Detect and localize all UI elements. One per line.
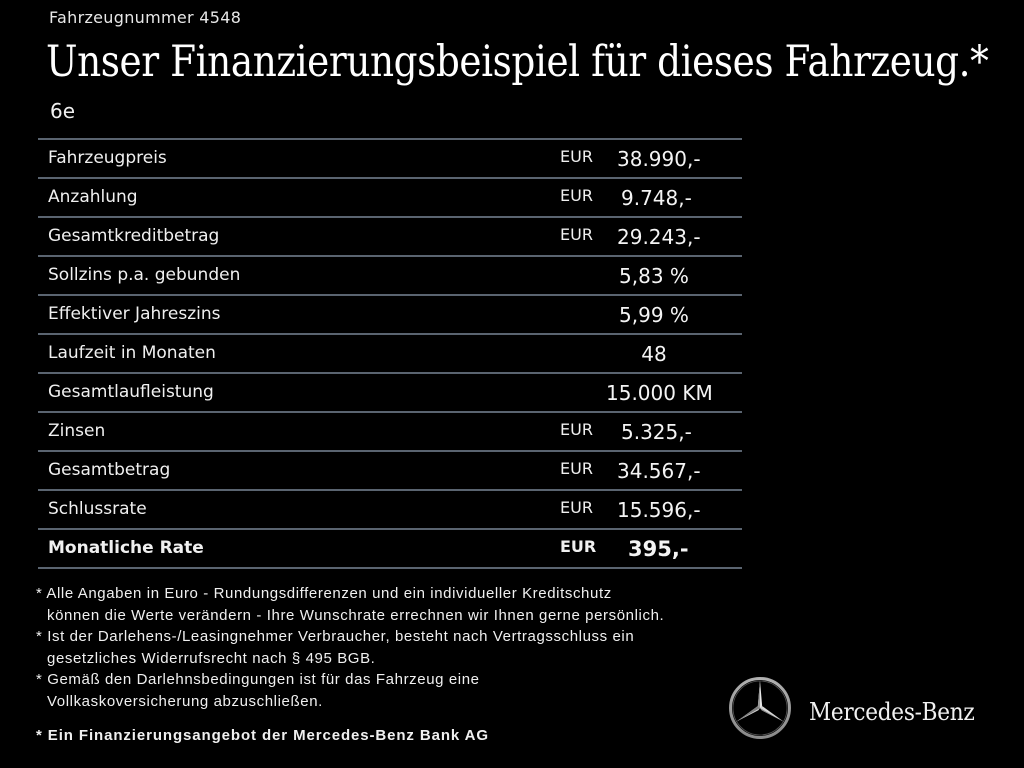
table-row: Laufzeit in Monaten 48 <box>38 333 742 372</box>
footnote-line: können die Werte verändern - Ihre Wunsch… <box>47 606 665 624</box>
table-row: Effektiver Jahreszins 5,99 % <box>38 294 742 333</box>
row-label: Laufzeit in Monaten <box>48 343 216 363</box>
row-value: 5,83 % <box>619 264 689 288</box>
row-label: Sollzins p.a. gebunden <box>48 265 241 285</box>
row-value: 34.567,- <box>617 459 701 483</box>
row-value: 9.748,- <box>621 186 692 210</box>
row-value: 5.325,- <box>621 420 692 444</box>
vehicle-number: Fahrzeugnummer 4548 <box>49 8 242 27</box>
row-label: Effektiver Jahreszins <box>48 304 221 324</box>
table-row: Anzahlung EUR 9.748,- <box>38 177 742 216</box>
footnote-line: * Alle Angaben in Euro - Rundungsdiffere… <box>36 585 612 602</box>
row-currency: EUR <box>560 186 593 205</box>
row-currency: EUR <box>560 225 593 244</box>
row-currency: EUR <box>560 498 593 517</box>
table-row: Gesamtbetrag EUR 34.567,- <box>38 450 742 489</box>
row-label: Schlussrate <box>48 499 147 519</box>
row-label: Zinsen <box>48 421 106 441</box>
footnotes: * Alle Angaben in Euro - Rundungsdiffere… <box>36 583 664 712</box>
mercedes-star-icon <box>729 677 791 739</box>
row-value: 5,99 % <box>619 303 689 327</box>
table-row: Fahrzeugpreis EUR 38.990,- <box>38 138 742 177</box>
model-name: 6e <box>50 99 76 123</box>
row-value: 15.000 KM <box>606 381 713 405</box>
offer-note: * Ein Finanzierungsangebot der Mercedes-… <box>36 727 489 744</box>
brand-name: Mercedes-Benz <box>809 698 975 726</box>
row-value: 395,- <box>628 537 689 561</box>
row-currency: EUR <box>560 147 593 166</box>
table-row: Schlussrate EUR 15.596,- <box>38 489 742 528</box>
footnote-line: Vollkaskoversicherung abzuschließen. <box>47 692 323 710</box>
row-currency: EUR <box>560 420 593 439</box>
row-value: 15.596,- <box>617 498 701 522</box>
row-currency: EUR <box>560 459 593 478</box>
row-label: Anzahlung <box>48 187 138 207</box>
table-row: Sollzins p.a. gebunden 5,83 % <box>38 255 742 294</box>
table-row: Gesamtkreditbetrag EUR 29.243,- <box>38 216 742 255</box>
row-label: Gesamtbetrag <box>48 460 171 480</box>
financing-table: Fahrzeugpreis EUR 38.990,- Anzahlung EUR… <box>38 138 742 569</box>
row-label: Fahrzeugpreis <box>48 148 167 168</box>
row-currency: EUR <box>560 537 597 556</box>
table-row: Gesamtlaufleistung 15.000 KM <box>38 372 742 411</box>
row-label: Gesamtlaufleistung <box>48 382 214 402</box>
row-value: 38.990,- <box>617 147 701 171</box>
footnote-line: * Gemäß den Darlehnsbedingungen ist für … <box>36 671 480 688</box>
table-row: Zinsen EUR 5.325,- <box>38 411 742 450</box>
row-label: Monatliche Rate <box>48 538 204 558</box>
table-row-monthly-rate: Monatliche Rate EUR 395,- <box>38 528 742 569</box>
row-label: Gesamtkreditbetrag <box>48 226 220 246</box>
row-value: 48 <box>641 342 667 366</box>
page-title: Unser Finanzierungsbeispiel für dieses F… <box>46 37 989 87</box>
footnote-line: * Ist der Darlehens-/Leasingnehmer Verbr… <box>36 628 635 645</box>
row-value: 29.243,- <box>617 225 701 249</box>
footnote-line: gesetzliches Widerrufsrecht nach § 495 B… <box>47 649 376 667</box>
